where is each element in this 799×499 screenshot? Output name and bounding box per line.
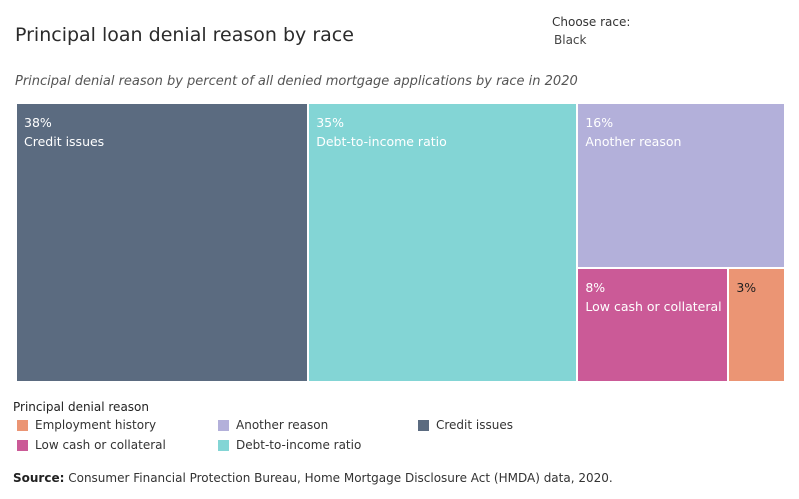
legend-swatch — [17, 439, 28, 451]
legend-label: Credit issues — [436, 418, 513, 432]
tile-category-label: Credit issues — [24, 134, 105, 149]
tile-category-label: Another reason — [585, 134, 682, 149]
race-filter-dropdown[interactable]: Black — [554, 33, 587, 47]
treemap-tile-another-reason[interactable]: 16% Another reason — [577, 103, 785, 269]
legend-title: Principal denial reason — [13, 400, 149, 414]
source-text: Consumer Financial Protection Bureau, Ho… — [64, 471, 613, 485]
source-note: Source: Consumer Financial Protection Bu… — [13, 471, 613, 485]
tile-percent-label: 16% — [585, 115, 614, 130]
legend-item-debt-to-income-ratio[interactable]: Debt-to-income ratio — [218, 438, 361, 452]
treemap: 38% Credit issues 35% Debt-to-income ratio 1… — [16, 103, 785, 382]
tile-category-label: Low cash or collateral — [585, 299, 722, 315]
tile-percent-label: 35% — [316, 115, 345, 130]
treemap-tile-low-cash-or-collateral[interactable]: 8% Low cash or collateral — [577, 268, 729, 382]
legend-label: Employment history — [35, 418, 157, 432]
legend-item-employment-history[interactable]: Employment history — [17, 418, 156, 432]
source-label: Source: — [13, 471, 65, 485]
legend-swatch — [218, 419, 229, 431]
legend-item-credit-issues[interactable]: Credit issues — [418, 418, 513, 432]
legend-item-another-reason[interactable]: Another reason — [218, 418, 328, 432]
legend-label: Another reason — [236, 418, 329, 432]
legend-item-low-cash-or-collateral[interactable]: Low cash or collateral — [17, 438, 166, 452]
legend-swatch — [418, 419, 429, 431]
treemap-tile-employment-history[interactable]: 3% — [728, 268, 785, 382]
treemap-tile-credit-issues[interactable]: 38% Credit issues — [16, 103, 309, 382]
treemap-tile-debt-to-income-ratio[interactable]: 35% Debt-to-income ratio — [308, 103, 578, 382]
race-filter-label: Choose race: — [552, 15, 631, 29]
chart-subtitle: Principal denial reason by percent of al… — [15, 74, 578, 89]
chart-title: Principal loan denial reason by race — [15, 24, 354, 46]
tile-percent-label: 38% — [24, 115, 52, 130]
tile-percent-label: 3% — [736, 280, 757, 296]
legend-label: Debt-to-income ratio — [236, 438, 362, 452]
legend-swatch — [17, 419, 28, 431]
legend-swatch — [218, 439, 229, 451]
tile-percent-label: 8% — [585, 280, 606, 296]
legend-label: Low cash or collateral — [35, 438, 166, 452]
tile-category-label: Debt-to-income ratio — [316, 134, 447, 149]
